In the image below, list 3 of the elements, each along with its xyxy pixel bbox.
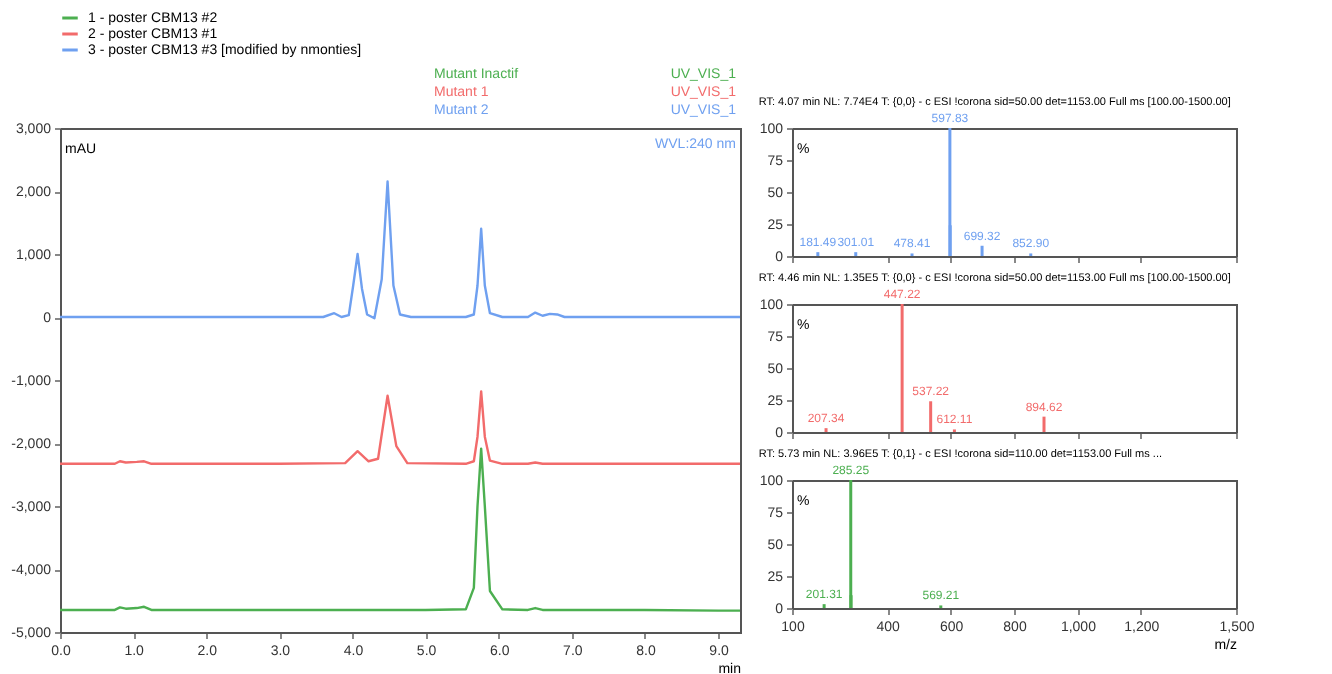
- line-series: [58, 390, 742, 465]
- line-series: [58, 447, 742, 612]
- line-series: [58, 180, 742, 320]
